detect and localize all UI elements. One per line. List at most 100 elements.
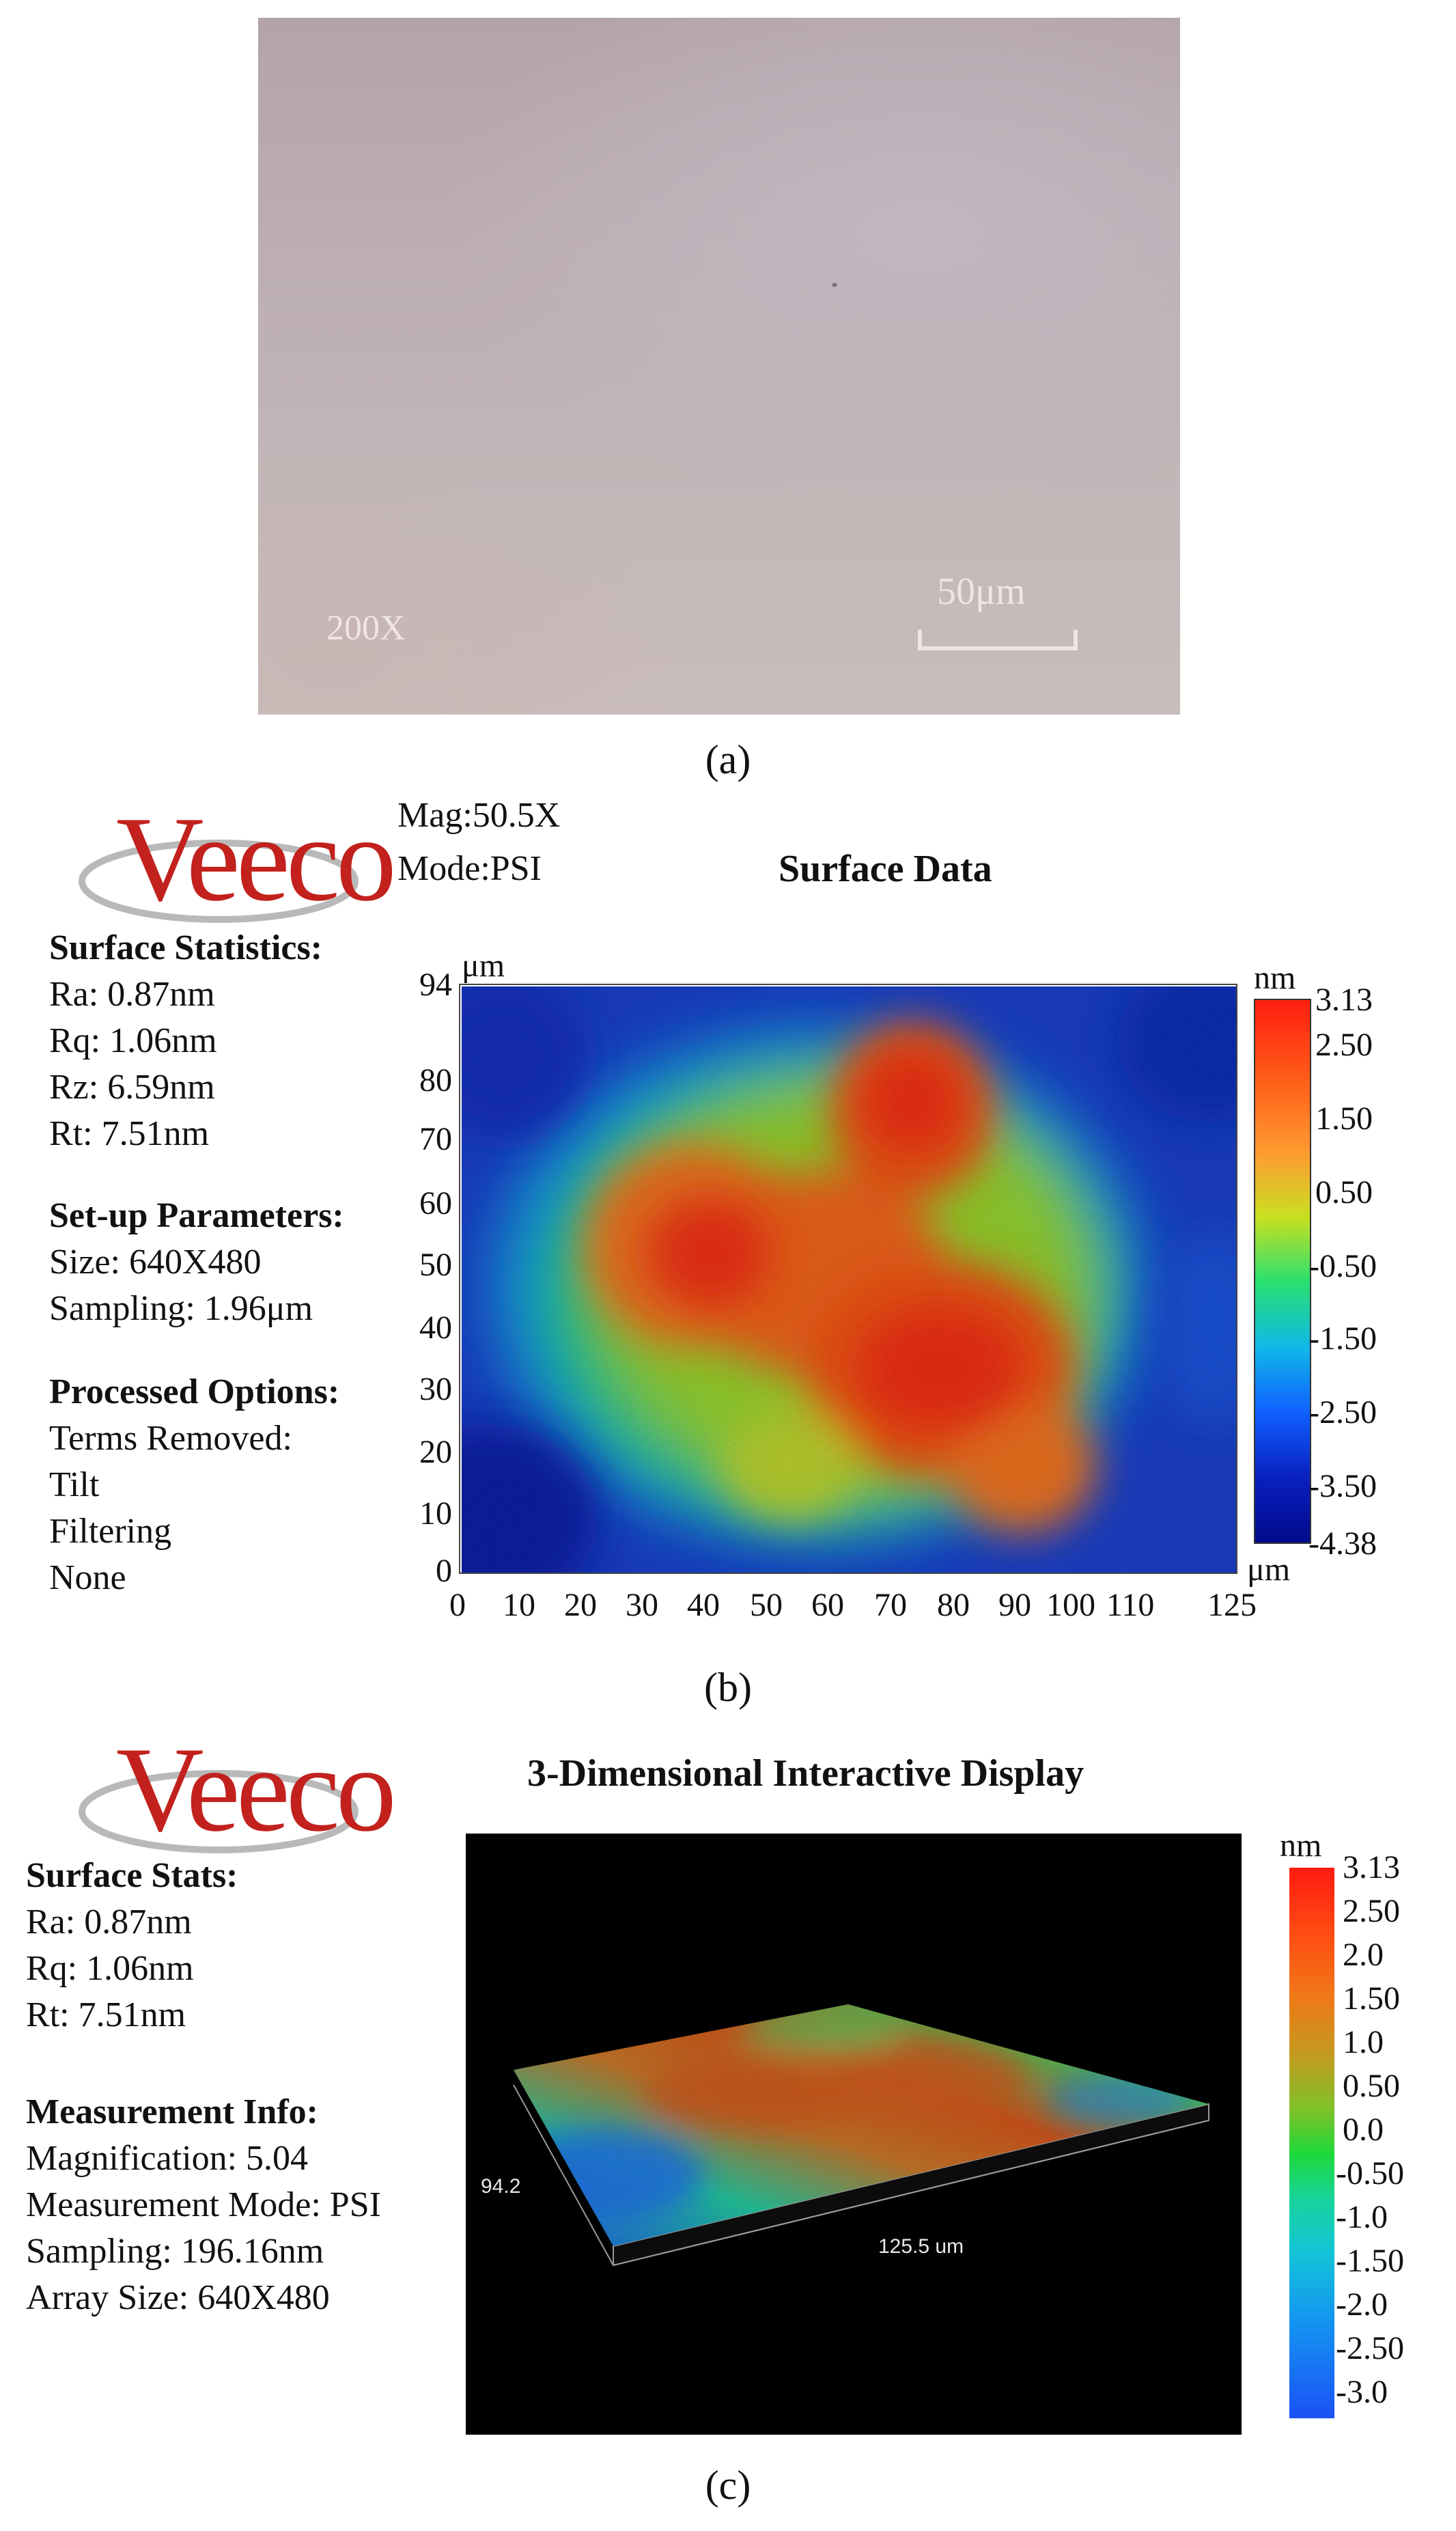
optical-micrograph (258, 18, 1180, 715)
processed-filtering: Filtering (49, 1512, 172, 1551)
stat-rq: Rq: 1.06nm (49, 1021, 217, 1060)
y-unit-label: μm (462, 948, 505, 984)
veeco-logo-text: Veeco (116, 1721, 397, 1857)
cbar-c-tick-5: 0.50 (1343, 2068, 1400, 2104)
veeco-swoosh-icon (79, 1770, 359, 1853)
info-mode: Measurement Mode: PSI (26, 2185, 381, 2224)
stats-rq: Rq: 1.06nm (26, 1949, 194, 1988)
x-tick-100: 100 (1046, 1587, 1095, 1623)
cbar-c-tick-12: -3.0 (1336, 2374, 1388, 2410)
cbar-c-tick-3: 1.50 (1343, 1980, 1400, 2017)
y-tick-70: 70 (419, 1121, 452, 1157)
info-magnification: Magnification: 5.04 (26, 2139, 309, 2178)
caption-b: (b) (704, 1665, 752, 1710)
x-tick-0: 0 (449, 1587, 466, 1623)
cbar-b-tick-3: 0.50 (1315, 1174, 1373, 1211)
3d-display-title: 3-Dimensional Interactive Display (527, 1752, 1084, 1795)
cbar-c-tick-4: 1.0 (1343, 2024, 1384, 2060)
surface-stats-heading: Surface Stats: (26, 1856, 238, 1895)
caption-a: (a) (705, 737, 751, 782)
x-tick-60: 60 (811, 1587, 844, 1623)
processed-terms-removed: Terms Removed: (49, 1419, 292, 1458)
colorbar-unit-b: nm (1254, 960, 1296, 996)
y-tick-30: 30 (419, 1371, 452, 1407)
processed-none: None (49, 1558, 126, 1597)
cbar-b-tick-1: 2.50 (1315, 1027, 1373, 1063)
cbar-c-tick-10: -2.0 (1336, 2286, 1388, 2323)
caption-c: (c) (705, 2463, 751, 2508)
y-tick-20: 20 (419, 1434, 452, 1470)
setup-parameters-block: Set-up Parameters: Size: 640X480 Samplin… (49, 1193, 344, 1332)
veeco-logo-c: Veeco (75, 1716, 397, 1866)
colorbar-b (1254, 999, 1311, 1544)
processed-options-block: Processed Options: Terms Removed: Tilt F… (49, 1369, 339, 1601)
cbar-b-tick-7: -3.50 (1308, 1468, 1377, 1504)
micrograph-magnification: 200X (326, 609, 406, 648)
info-array-size: Array Size: 640X480 (26, 2278, 330, 2317)
measurement-info-block: Measurement Info: Magnification: 5.04 Me… (26, 2089, 381, 2321)
mag-label: Mag:50.5X (397, 796, 561, 835)
x-unit-label: μm (1247, 1551, 1291, 1588)
x-tick-125: 125 (1207, 1587, 1257, 1623)
cbar-b-tick-5: -1.50 (1308, 1320, 1377, 1357)
veeco-logo-b: Veeco (75, 786, 397, 936)
stats-rt: Rt: 7.51nm (26, 1995, 186, 2034)
x-tick-110: 110 (1106, 1587, 1155, 1623)
info-sampling: Sampling: 196.16nm (26, 2232, 324, 2271)
surface-statistics-heading: Surface Statistics: (49, 928, 323, 967)
x-tick-50: 50 (750, 1587, 783, 1623)
x-tick-30: 30 (626, 1587, 658, 1623)
cbar-c-tick-6: 0.0 (1343, 2112, 1384, 2148)
3d-x-axis-label: 125.5 um (878, 2235, 964, 2258)
cbar-c-tick-11: -2.50 (1336, 2330, 1404, 2366)
stat-rt: Rt: 7.51nm (49, 1114, 210, 1153)
y-tick-10: 10 (419, 1495, 452, 1532)
y-tick-0: 0 (436, 1553, 452, 1589)
3d-surface-view: 94.2 125.5 um (466, 1834, 1242, 2435)
cbar-c-tick-1: 2.50 (1343, 1893, 1400, 1929)
surface-statistics-block: Surface Statistics: Ra: 0.87nm Rq: 1.06n… (49, 925, 322, 1157)
stat-ra: Ra: 0.87nm (49, 975, 215, 1014)
height-map-svg (462, 986, 1237, 1574)
setup-size: Size: 640X480 (49, 1243, 262, 1282)
y-tick-50: 50 (419, 1247, 452, 1283)
surface-defect-dot (832, 283, 837, 287)
y-tick-60: 60 (419, 1185, 452, 1221)
surface-height-map (462, 986, 1237, 1574)
x-tick-20: 20 (564, 1587, 597, 1623)
veeco-logo-text: Veeco (116, 791, 397, 926)
cbar-c-tick-8: -1.0 (1336, 2199, 1388, 2235)
scale-bar (918, 630, 1078, 650)
setup-sampling: Sampling: 1.96μm (49, 1289, 313, 1328)
x-tick-40: 40 (687, 1587, 720, 1623)
surface-stats-block: Surface Stats: Ra: 0.87nm Rq: 1.06nm Rt:… (26, 1853, 238, 2038)
measurement-info-heading: Measurement Info: (26, 2092, 318, 2131)
cbar-c-tick-0: 3.13 (1343, 1849, 1400, 1885)
cbar-b-tick-4: -0.50 (1308, 1248, 1377, 1284)
x-tick-80: 80 (937, 1587, 970, 1623)
y-tick-94: 94 (419, 967, 452, 1003)
map-frame (459, 984, 1237, 1574)
cbar-c-tick-7: -0.50 (1336, 2155, 1404, 2191)
processed-options-heading: Processed Options: (49, 1372, 340, 1411)
x-tick-90: 90 (998, 1587, 1031, 1623)
stats-ra: Ra: 0.87nm (26, 1903, 192, 1941)
3d-y-axis-label: 94.2 (481, 2175, 521, 2198)
cbar-b-tick-6: -2.50 (1308, 1394, 1377, 1430)
veeco-swoosh-icon (79, 840, 359, 923)
stat-rz: Rz: 6.59nm (49, 1068, 215, 1107)
x-tick-70: 70 (874, 1587, 907, 1623)
cbar-c-tick-2: 2.0 (1343, 1937, 1384, 1973)
cbar-b-tick-0: 3.13 (1315, 982, 1373, 1018)
y-tick-40: 40 (419, 1310, 452, 1346)
mode-label: Mode:PSI (397, 849, 542, 888)
y-tick-80: 80 (419, 1062, 452, 1098)
setup-parameters-heading: Set-up Parameters: (49, 1196, 344, 1235)
surface-data-title: Surface Data (779, 848, 992, 890)
x-tick-10: 10 (503, 1587, 535, 1623)
colorbar-c (1289, 1868, 1334, 2418)
cbar-b-tick-8: -4.38 (1308, 1525, 1377, 1562)
scale-bar-label: 50μm (937, 570, 1026, 613)
cbar-b-tick-2: 1.50 (1315, 1101, 1373, 1137)
processed-tilt: Tilt (49, 1465, 100, 1504)
